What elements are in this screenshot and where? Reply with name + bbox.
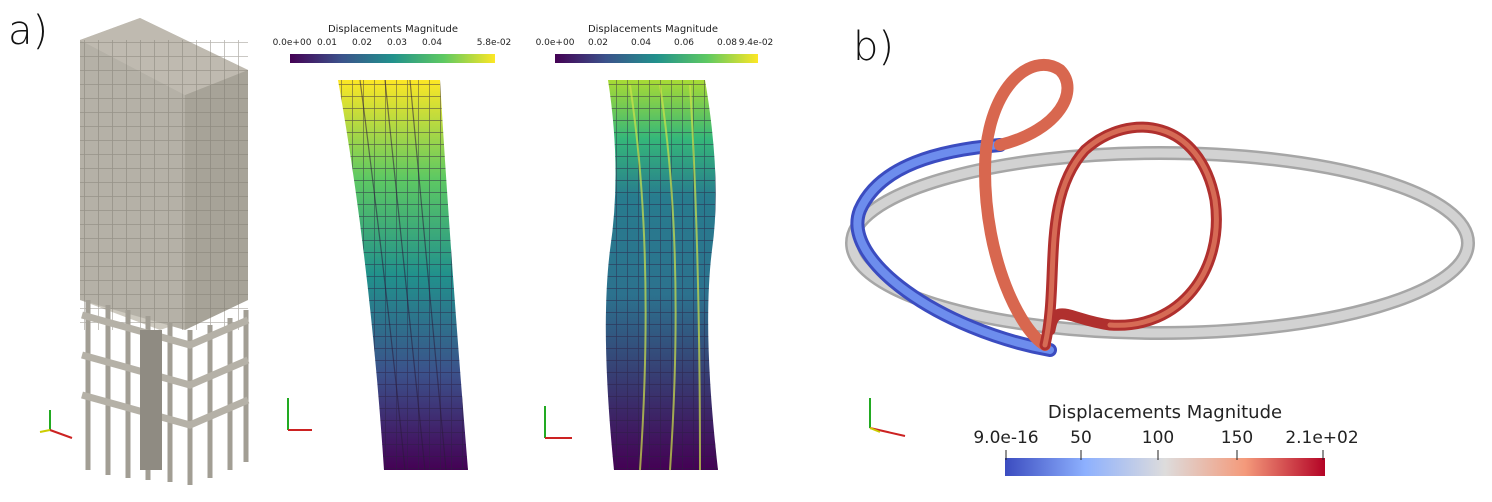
colorbar-3-tick: 150 [1220,428,1254,448]
colorbar-1 [290,54,495,63]
colorbar-1-tick: 0.01 [316,38,338,48]
colorbar-3-ticks [1005,450,1324,460]
axes-triad-4 [869,398,906,437]
colorbar-2 [555,54,758,63]
colorbar-3-title: Displacements Magnitude [1047,402,1283,423]
colorbar-2-tick: 0.04 [630,38,652,48]
colorbar-2-tick: 0.0e+00 [535,38,575,48]
colorbar-1-tick: 0.0e+00 [272,38,312,48]
tower-twisting [605,80,718,471]
ring-deformed [845,59,1475,357]
colorbar-3-tick: 50 [1070,428,1092,448]
colorbar-1-tick: 0.03 [386,38,408,48]
colorbar-3 [1005,458,1325,476]
colorbar-2-tick: 9.4e-02 [738,38,774,48]
panel-label-b: b) [853,24,894,70]
colorbar-1-tick: 0.02 [351,38,373,48]
colorbar-1-title: Displacements Magnitude [327,24,459,35]
building-undeformed [80,18,250,485]
colorbar-1-tick: 0.04 [421,38,443,48]
colorbar-2-tick: 0.06 [673,38,695,48]
colorbar-3-tick: 9.0e-16 [973,428,1039,448]
colorbar-1-tick: 5.8e-02 [476,38,512,48]
panel-label-a: a) [8,8,49,54]
axes-triad-1 [39,410,73,439]
colorbar-3-tick: 2.1e+02 [1285,428,1359,448]
colorbar-3-tick: 100 [1141,428,1175,448]
axes-triad-3 [544,406,572,439]
axes-triad-2 [287,398,312,431]
colorbar-2-title: Displacements Magnitude [587,24,719,35]
tower-bending [338,79,468,471]
colorbar-2-tick: 0.02 [587,38,609,48]
colorbar-2-tick: 0.08 [716,38,738,48]
